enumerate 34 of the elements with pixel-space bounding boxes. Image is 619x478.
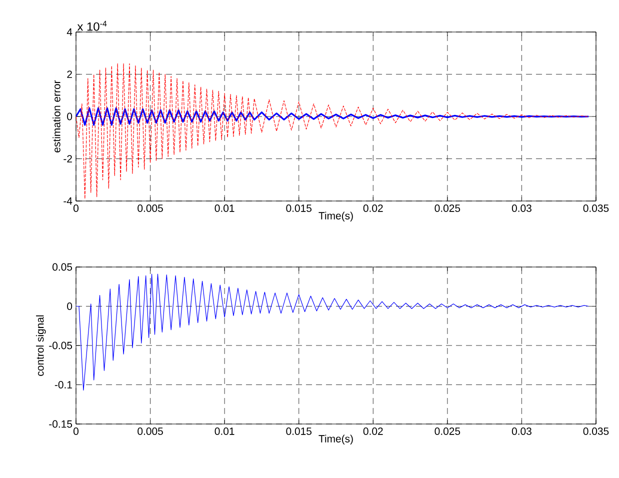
x-tick-label: 0.015 — [286, 204, 312, 212]
x-tick-label: 0.01 — [214, 428, 234, 435]
x-tick-label: 0.025 — [434, 204, 460, 212]
y-tick-label: -0.1 — [54, 381, 72, 388]
x-tick-label: 0.02 — [363, 428, 383, 435]
y-axis-title: estimation error — [52, 80, 60, 152]
x-axis-title: Time(s) — [318, 212, 353, 222]
x-tick-label: 0 — [74, 428, 78, 435]
text: x 10$^{-4}$ — [77, 20, 107, 31]
x-tick-label: 0.03 — [512, 204, 532, 212]
x-tick-label: 0.025 — [434, 428, 460, 435]
y-tick-label: 4 — [66, 28, 72, 36]
y-tick-label: -0.15 — [49, 420, 72, 428]
y-tick-label: 0 — [67, 112, 72, 120]
x-tick-label: 0.01 — [214, 204, 234, 212]
line-series — [76, 63, 589, 200]
x-tick-label: 0.02 — [363, 204, 383, 212]
y-tick-label: -2 — [64, 155, 72, 162]
x-tick-label: 0.015 — [286, 428, 312, 435]
line-series — [76, 107, 590, 126]
x-tick-label: 0 — [74, 204, 78, 212]
x-tick-label: 0.005 — [138, 204, 163, 212]
x-tick-label: 0.035 — [583, 428, 609, 435]
line-series — [76, 274, 589, 391]
y-tick-label: 0.05 — [52, 263, 72, 271]
x-tick-label: 0.005 — [138, 428, 163, 435]
x-axis-title: Time(s) — [318, 434, 353, 445]
y-tick-label: -4 — [64, 197, 72, 205]
x-tick-label: 0.035 — [583, 204, 609, 212]
y-tick-label: -0.05 — [49, 342, 72, 350]
y-tick-label: 0 — [67, 302, 72, 310]
x-tick-label: 0.03 — [512, 428, 532, 435]
y-axis-title: control signal — [36, 315, 46, 376]
y-tick-label: 2 — [67, 70, 72, 78]
